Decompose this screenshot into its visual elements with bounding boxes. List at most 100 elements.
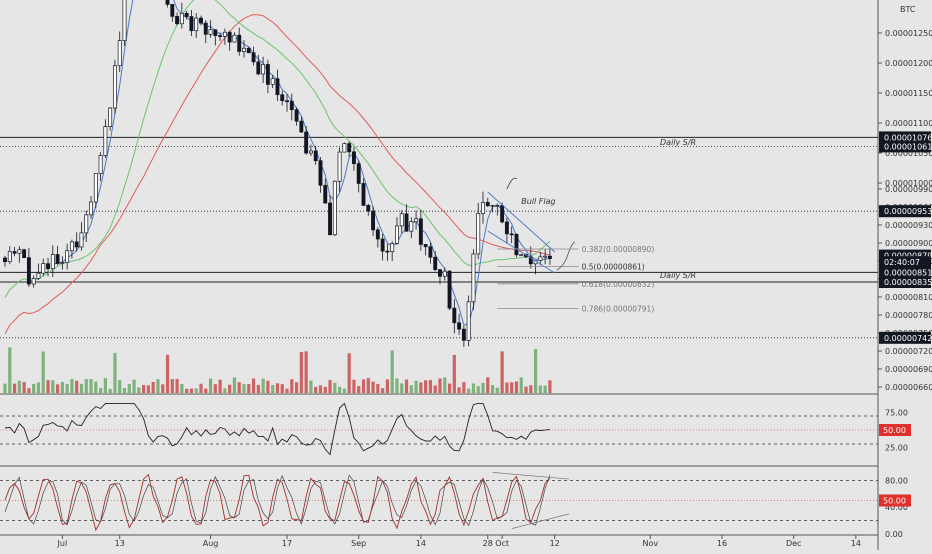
candle-body <box>41 263 46 274</box>
rsi-pane: 75.00 25.00 50.00 <box>0 402 911 456</box>
candle-body <box>509 233 514 236</box>
volume-bar <box>294 382 299 393</box>
volume-bar <box>395 378 399 393</box>
candle-body <box>438 269 442 277</box>
volume-bar <box>510 382 514 393</box>
fib-label: 0.382(0.00000890) <box>582 245 655 254</box>
candle-body <box>108 107 113 127</box>
time-tick-label: 12 <box>550 539 560 548</box>
bull-flag-pointer <box>506 177 518 190</box>
candle-body <box>218 35 223 37</box>
candle-body <box>461 328 466 341</box>
candle-body <box>395 225 399 244</box>
volume-bar <box>438 378 442 393</box>
volume-bar <box>390 350 394 393</box>
candle-body <box>7 251 12 263</box>
candle-body <box>74 241 79 248</box>
candle-body <box>428 246 433 258</box>
volume-bar <box>447 383 452 393</box>
volume-bar <box>242 384 246 393</box>
time-tick-label: Aug <box>203 539 219 548</box>
fib-label: 0.618(0.00000832) <box>582 280 655 289</box>
volume-bar <box>409 385 413 393</box>
candle-body <box>514 233 519 256</box>
volume-bar <box>381 388 385 393</box>
candle-body <box>380 238 385 252</box>
volume-bar <box>404 379 409 393</box>
price-badge <box>879 256 931 269</box>
candle-body <box>69 241 74 252</box>
candle-body <box>246 47 251 54</box>
volume-bar <box>36 382 41 393</box>
volume-bar <box>8 347 12 393</box>
stoch-tick-label: 40.00 <box>885 503 908 512</box>
volume-bar <box>41 351 45 393</box>
time-tick-label: 28 <box>483 539 493 548</box>
volume-bar <box>60 381 64 393</box>
volume-bar <box>371 381 375 393</box>
volume-bar <box>333 382 337 393</box>
candle-body <box>495 205 500 207</box>
volume-bar <box>122 387 127 393</box>
stoch-pane: 80.00 40.00 0.00 50.00 <box>0 472 911 539</box>
volume-bar <box>519 377 523 393</box>
candle-body <box>199 17 203 24</box>
volume-bar <box>161 384 165 393</box>
candle-body <box>485 202 490 207</box>
candle-body <box>50 254 55 270</box>
volume-bar <box>218 379 222 393</box>
volume-bar <box>533 349 538 393</box>
volume-bar <box>108 388 112 393</box>
candle-body <box>189 16 194 32</box>
volume-bar <box>505 382 509 393</box>
price-tick-label: 0.00000720 <box>885 347 932 356</box>
volume-bar <box>280 384 284 393</box>
candle-body <box>399 213 404 227</box>
price-tick-label: 0.00001200 <box>885 59 932 68</box>
volume-bar <box>414 380 418 393</box>
time-tick-label: 14 <box>851 539 861 548</box>
price-badge <box>879 205 931 218</box>
stoch-trend-upper <box>492 472 570 480</box>
rsi-line <box>4 402 550 456</box>
candle-body <box>213 29 218 36</box>
volume-bar <box>156 379 160 393</box>
time-tick-label: 16 <box>717 539 727 548</box>
price-badge-label: 02:40:07 <box>884 258 920 267</box>
price-badge-label: 0.00000742 <box>884 334 932 343</box>
candle-body <box>265 64 270 85</box>
candle-body <box>175 16 180 25</box>
volume-bar <box>342 388 346 393</box>
price-tick-label: 0.00000660 <box>885 383 932 392</box>
volume-bar <box>32 383 36 393</box>
candle-body <box>270 78 275 85</box>
candle-body <box>261 64 266 75</box>
volume-bar <box>471 383 476 393</box>
volume-bar <box>180 384 184 393</box>
candle-body <box>418 218 423 245</box>
rsi-tick-label: 25.00 <box>885 444 908 453</box>
candle-body <box>304 131 309 154</box>
candle-body <box>547 255 552 259</box>
price-axis[interactable]: 0.000006600.000006900.000007200.00000750… <box>878 5 932 392</box>
time-axis[interactable]: Jul 13 Aug 17 Sep 14 28 Oct 12 Nov 16 Dec 14 <box>57 535 861 548</box>
volume-bar <box>228 384 232 393</box>
candle-body <box>12 251 17 254</box>
volume-bar <box>175 378 179 393</box>
price-badge <box>879 140 931 153</box>
candle-body <box>371 210 376 231</box>
time-tick-label: 17 <box>282 539 292 548</box>
volume-bar <box>323 386 327 393</box>
candle-body <box>46 263 50 270</box>
price-tick-label: 0.00001100 <box>885 119 932 128</box>
candle-body <box>194 17 199 32</box>
volume-bar <box>137 387 141 393</box>
time-tick-label: Oct <box>495 539 509 548</box>
candle-body <box>332 180 337 236</box>
currency-label: BTC <box>900 5 916 14</box>
volume-bar <box>65 384 69 393</box>
volume-bar <box>232 377 237 393</box>
candle-body <box>323 184 328 204</box>
